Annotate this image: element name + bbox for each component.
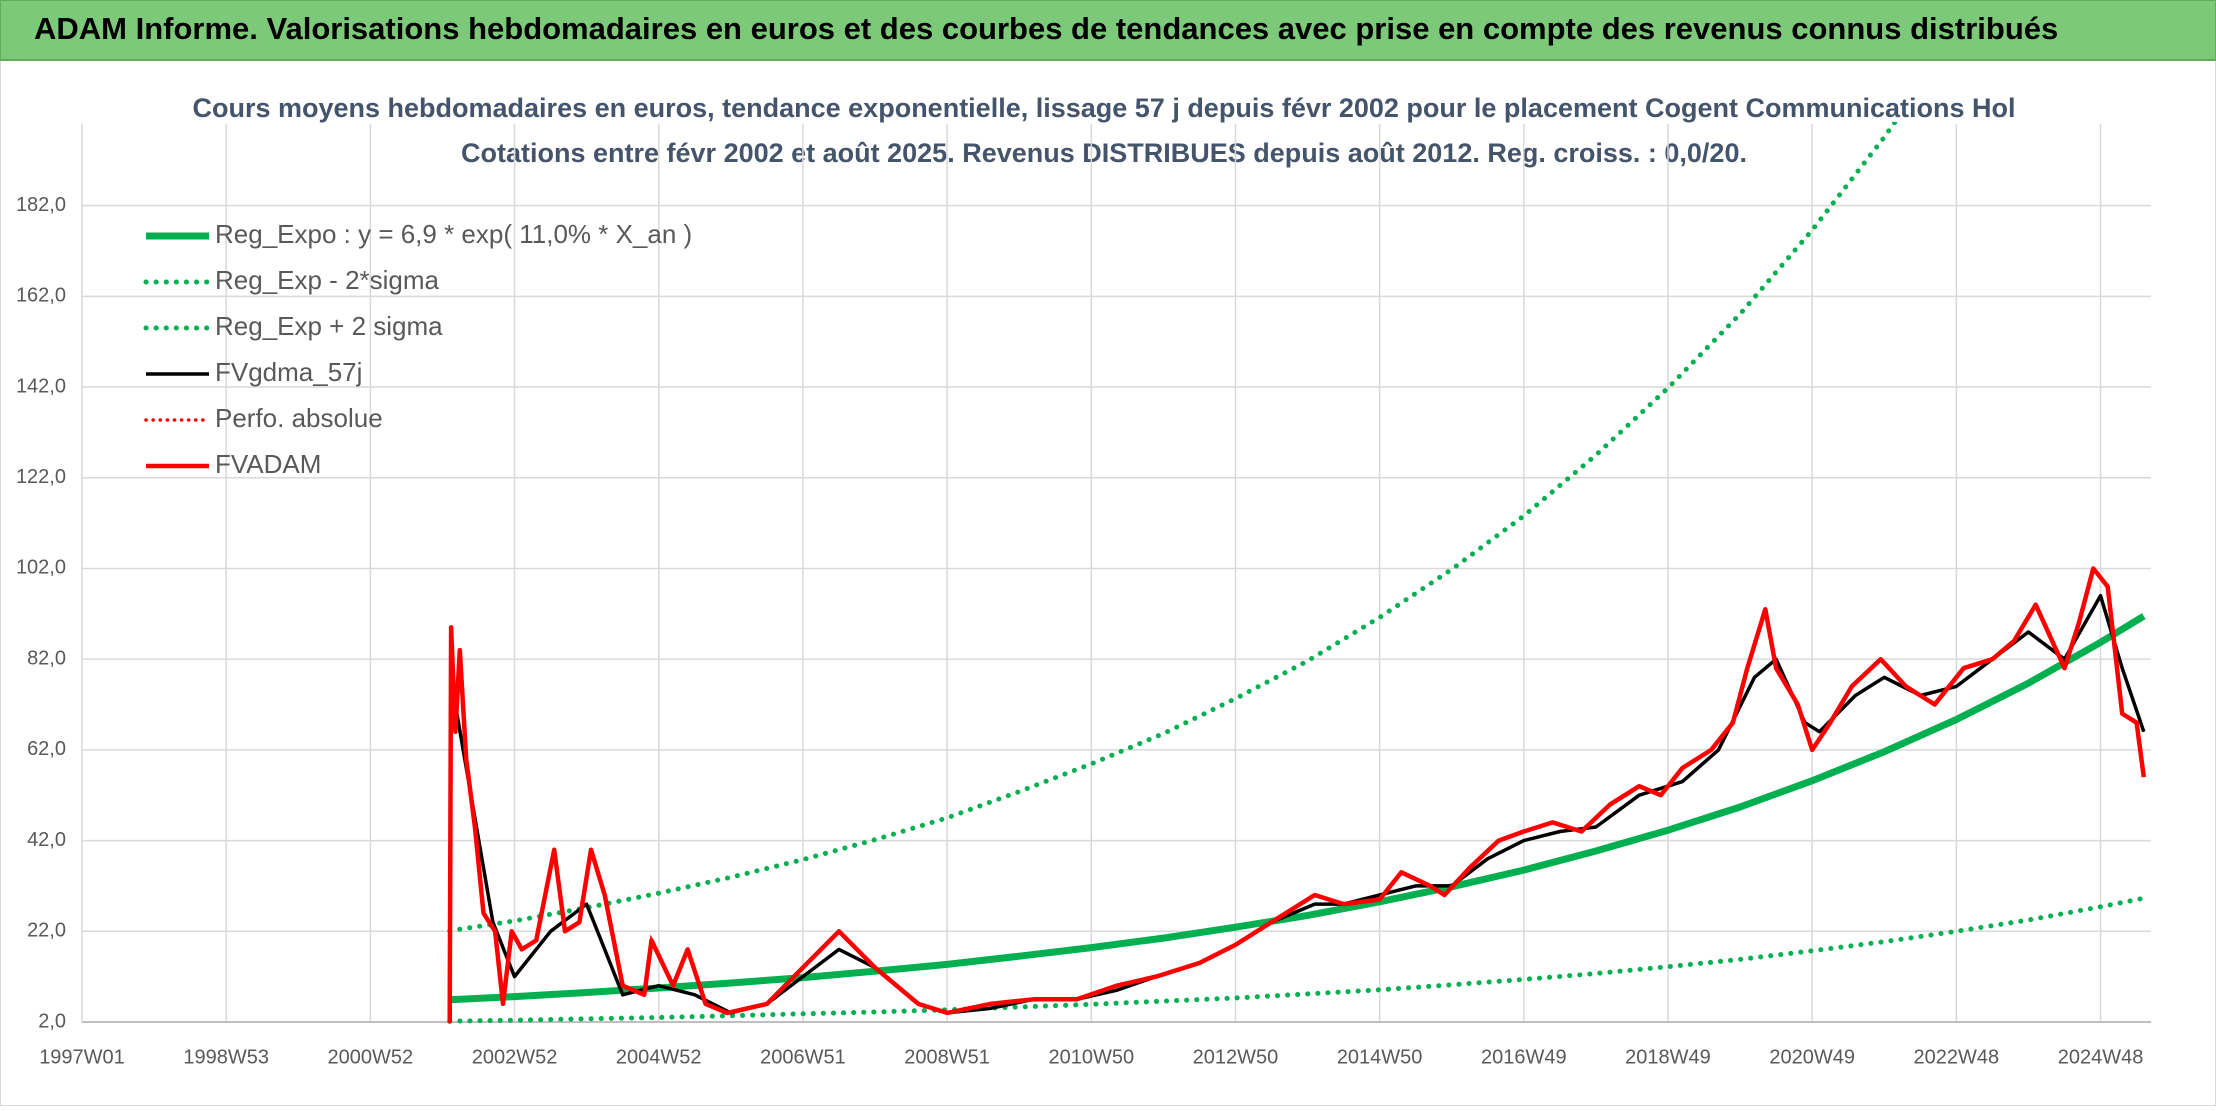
legend-label: Reg_Exp + 2 sigma — [215, 311, 443, 341]
legend-label: Reg_Expo : y = 6,9 * exp( 11,0% * X_an ) — [215, 219, 692, 249]
x-tick-label: 2010W50 — [1048, 1046, 1134, 1068]
y-tick-label: 102,0 — [16, 557, 66, 579]
series-line — [455, 593, 2146, 1015]
x-tick-label: 2008W51 — [904, 1046, 990, 1068]
legend-label: FVADAM — [215, 449, 321, 479]
y-tick-label: 182,0 — [16, 194, 66, 216]
y-tick-label: 82,0 — [27, 647, 66, 669]
series-line — [447, 122, 1898, 934]
x-tick-label: 2006W51 — [760, 1046, 846, 1068]
x-tick-label: 2004W52 — [616, 1046, 702, 1068]
banner — [0, 0, 2216, 61]
x-tick-label: 2022W48 — [1914, 1046, 2000, 1068]
x-tick-label: 2012W50 — [1193, 1046, 1279, 1068]
plot-area — [447, 122, 2147, 1024]
legend-label: Perfo. absolue — [215, 403, 383, 433]
series-line — [447, 895, 2147, 1024]
banner-title: ADAM Informe. Valorisations hebdomadaire… — [34, 11, 2058, 46]
x-tick-label: 2000W52 — [328, 1046, 414, 1068]
legend: Reg_Expo : y = 6,9 * exp( 11,0% * X_an )… — [143, 219, 692, 479]
chart-title: Cours moyens hebdomadaires en euros, ten… — [192, 93, 2015, 123]
y-tick-label: 42,0 — [27, 829, 66, 851]
x-tick-label: 2014W50 — [1337, 1046, 1423, 1068]
grid: 2,0 22,0 42,0 62,0 82,0 102,0 122,0 142,0 162,0 1… — [16, 124, 2151, 1068]
y-tick-label: 22,0 — [27, 920, 66, 942]
x-tick-label: 2024W48 — [2058, 1046, 2144, 1068]
series-line — [447, 566, 2147, 1023]
legend-label: Reg_Exp - 2*sigma — [215, 265, 440, 295]
x-tick-label: 2002W52 — [472, 1046, 558, 1068]
x-tick-label: 2020W49 — [1769, 1046, 1855, 1068]
x-tick-label: 1997W01 — [39, 1046, 125, 1068]
legend-label: FVgdma_57j — [215, 357, 362, 387]
chart-subtitle: Cotations entre févr 2002 et août 2025. … — [461, 138, 1747, 168]
x-tick-label: 1998W53 — [183, 1046, 269, 1068]
series-line — [449, 613, 2146, 1004]
y-tick-label: 2,0 — [38, 1010, 66, 1032]
y-tick-label: 162,0 — [16, 285, 66, 307]
y-tick-label: 122,0 — [16, 466, 66, 488]
y-tick-label: 142,0 — [16, 375, 66, 397]
x-tick-label: 2018W49 — [1625, 1046, 1711, 1068]
y-tick-label: 62,0 — [27, 738, 66, 760]
x-tick-label: 2016W49 — [1481, 1046, 1567, 1068]
